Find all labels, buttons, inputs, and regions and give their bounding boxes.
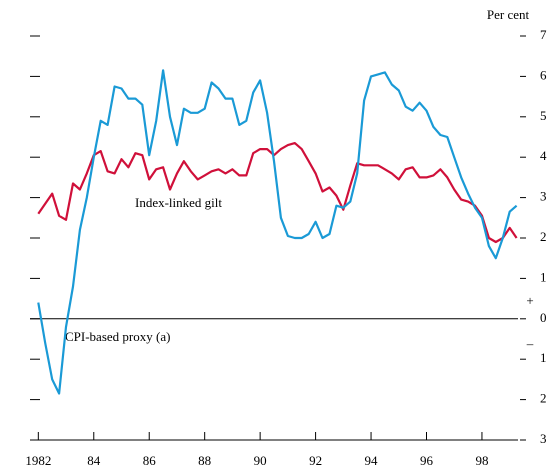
x-tick-label: 86	[143, 453, 157, 468]
sign-label: +	[526, 293, 533, 308]
x-tick-label: 1982	[25, 453, 51, 468]
y-axis-label: Per cent	[487, 7, 530, 22]
series-label: Index-linked gilt	[135, 195, 222, 210]
y-tick-label: 7	[540, 27, 547, 42]
y-tick-label: 0	[540, 310, 547, 325]
y-tick-label: 3	[540, 431, 547, 446]
series-line	[37, 142, 518, 244]
y-tick-label: 2	[540, 229, 547, 244]
x-tick-label: 92	[309, 453, 322, 468]
y-tick-label: 1	[540, 350, 547, 365]
y-tick-label: 3	[540, 189, 547, 204]
y-tick-label: 6	[540, 67, 547, 82]
series-label: CPI-based proxy (a)	[65, 329, 170, 344]
x-tick-label: 96	[420, 453, 434, 468]
y-tick-label: 1	[540, 269, 547, 284]
x-tick-label: 98	[475, 453, 488, 468]
x-tick-label: 88	[198, 453, 211, 468]
y-tick-label: 2	[540, 391, 547, 406]
x-tick-label: 84	[87, 453, 101, 468]
x-tick-label: 90	[254, 453, 267, 468]
y-tick-label: 5	[540, 108, 547, 123]
series-line	[37, 69, 518, 395]
y-tick-label: 4	[540, 148, 547, 163]
sign-label: –	[526, 336, 534, 351]
x-tick-label: 94	[365, 453, 379, 468]
